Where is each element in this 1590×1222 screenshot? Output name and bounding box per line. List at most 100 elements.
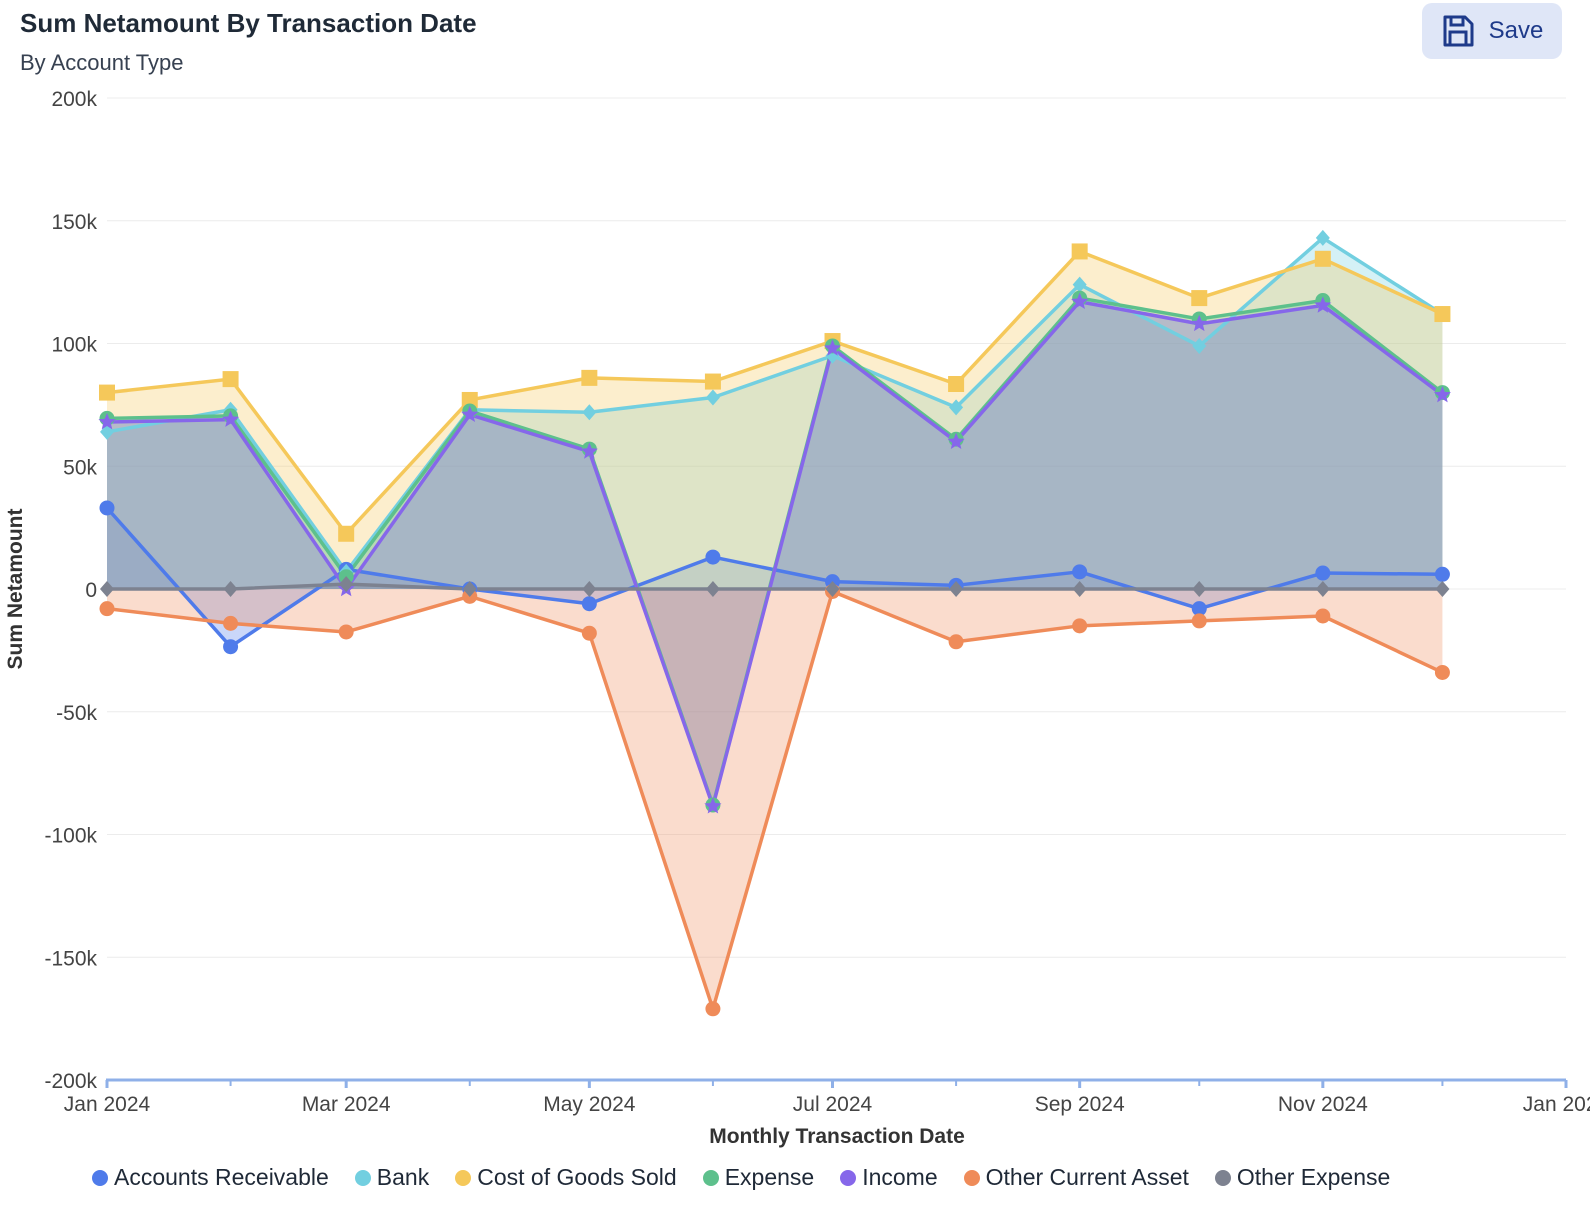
point-other-current-asset[interactable] [1072,618,1088,634]
point-other-expense[interactable] [100,581,114,597]
point-income[interactable] [580,442,598,459]
legend-item-cost-of-goods-sold[interactable]: Cost of Goods Sold [455,1164,677,1191]
point-bank[interactable] [1072,276,1087,293]
point-other-current-asset[interactable] [581,625,597,641]
point-other-expense[interactable] [1192,581,1207,597]
chart-title: Sum Netamount By Transaction Date [20,8,477,38]
point-other-current-asset[interactable] [705,1001,721,1017]
point-income[interactable] [1071,292,1089,310]
point-accounts-receivable[interactable] [1072,564,1088,580]
point-cost-of-goods-sold[interactable] [99,384,115,401]
legend-label: Income [862,1164,938,1190]
point-other-current-asset[interactable] [1315,608,1331,624]
legend-item-bank[interactable]: Bank [354,1164,430,1191]
point-other-expense[interactable] [949,581,964,597]
point-income[interactable] [222,410,240,427]
legend-swatch [840,1169,857,1186]
legend-item-other-current-asset[interactable]: Other Current Asset [963,1164,1189,1191]
point-income[interactable] [98,413,116,430]
legend-swatch [354,1169,371,1186]
point-cost-of-goods-sold[interactable] [581,369,598,386]
point-other-current-asset[interactable] [223,615,239,631]
point-income[interactable] [823,339,842,356]
point-accounts-receivable[interactable] [223,639,239,655]
save-button[interactable]: Save [1422,3,1562,59]
legend-label: Bank [376,1164,430,1190]
point-other-current-asset[interactable] [948,634,964,650]
point-cost-of-goods-sold[interactable] [1191,290,1208,307]
legend: Accounts Receivable Bank Cost of Goods Sol… [92,1164,1390,1191]
line-income [106,300,1444,809]
legend-item-income[interactable]: Income [840,1164,938,1191]
legend-swatch [1214,1169,1231,1186]
area-cost-of-goods-sold [107,251,1443,589]
point-income[interactable] [1433,386,1451,403]
point-bank[interactable] [705,389,720,406]
point-accounts-receivable[interactable] [1434,566,1450,582]
chart-subtitle: By Account Type [20,50,184,75]
area-accounts-receivable [107,507,1443,647]
point-other-expense[interactable] [825,581,840,597]
point-income[interactable] [704,797,722,814]
point-cost-of-goods-sold[interactable] [338,525,355,542]
point-other-expense[interactable] [1315,581,1330,597]
y-tick-label: -150k [44,947,97,970]
point-bank[interactable] [582,404,597,421]
point-income[interactable] [947,432,965,449]
floppy-disk-icon [1441,14,1475,48]
point-cost-of-goods-sold[interactable] [222,371,239,388]
point-other-expense[interactable] [1072,581,1087,597]
point-income[interactable] [1314,296,1332,313]
point-bank[interactable] [1315,229,1330,246]
point-other-expense[interactable] [1435,581,1450,597]
point-cost-of-goods-sold[interactable] [1314,250,1331,267]
legend-item-other-expense[interactable]: Other Expense [1214,1164,1390,1191]
legend-label: Cost of Goods Sold [477,1164,677,1190]
point-income[interactable] [461,405,479,422]
x-axis-label: Monthly Transaction Date [709,1125,965,1148]
point-other-expense[interactable] [223,581,238,597]
legend-label: Accounts Receivable [114,1164,329,1190]
point-cost-of-goods-sold[interactable] [461,391,478,408]
y-tick-label: 100k [51,334,97,357]
legend-swatch [92,1169,108,1186]
legend-item-expense[interactable]: Expense [702,1164,815,1191]
point-bank[interactable] [1192,337,1207,354]
x-tick-label: May 2024 [543,1093,636,1116]
legend-swatch [963,1169,980,1186]
point-accounts-receivable[interactable] [99,500,115,516]
point-cost-of-goods-sold[interactable] [704,373,721,390]
point-cost-of-goods-sold[interactable] [948,376,965,393]
line-bank [106,236,1444,574]
point-bank[interactable] [949,399,964,416]
y-tick-label: -200k [44,1070,97,1093]
point-other-expense[interactable] [582,581,597,597]
point-other-expense[interactable] [705,581,720,597]
point-accounts-receivable[interactable] [705,549,721,565]
axes: -200k -150k -100k -50k 0 50k 100k 150k 200k Jan 2… [4,88,1590,1148]
area-income [107,301,1443,807]
x-tick-label: Nov 2024 [1278,1093,1368,1116]
point-cost-of-goods-sold[interactable] [1434,306,1451,323]
y-tick-label: 0 [85,579,97,602]
point-other-current-asset[interactable] [1191,613,1207,629]
legend-label: Other Current Asset [985,1164,1189,1190]
point-other-expense[interactable] [339,576,354,593]
legend-item-accounts-receivable[interactable]: Accounts Receivable [92,1164,329,1191]
series-lines [105,236,1444,1011]
line-cost-of-goods-sold [106,249,1444,536]
line-other-expense [107,582,1443,591]
legend-swatch [702,1169,719,1186]
point-income[interactable] [1190,314,1208,332]
area-bank [107,237,1443,589]
point-other-current-asset[interactable] [338,624,354,640]
save-button-label: Save [1488,17,1544,44]
point-other-current-asset[interactable] [1434,664,1450,680]
point-accounts-receivable[interactable] [1315,565,1331,581]
point-accounts-receivable[interactable] [1191,601,1207,617]
legend-label: Expense [724,1164,815,1190]
point-other-current-asset[interactable] [99,601,115,617]
point-cost-of-goods-sold[interactable] [1071,243,1088,260]
point-accounts-receivable[interactable] [581,596,597,612]
point-other-expense[interactable] [462,581,477,597]
